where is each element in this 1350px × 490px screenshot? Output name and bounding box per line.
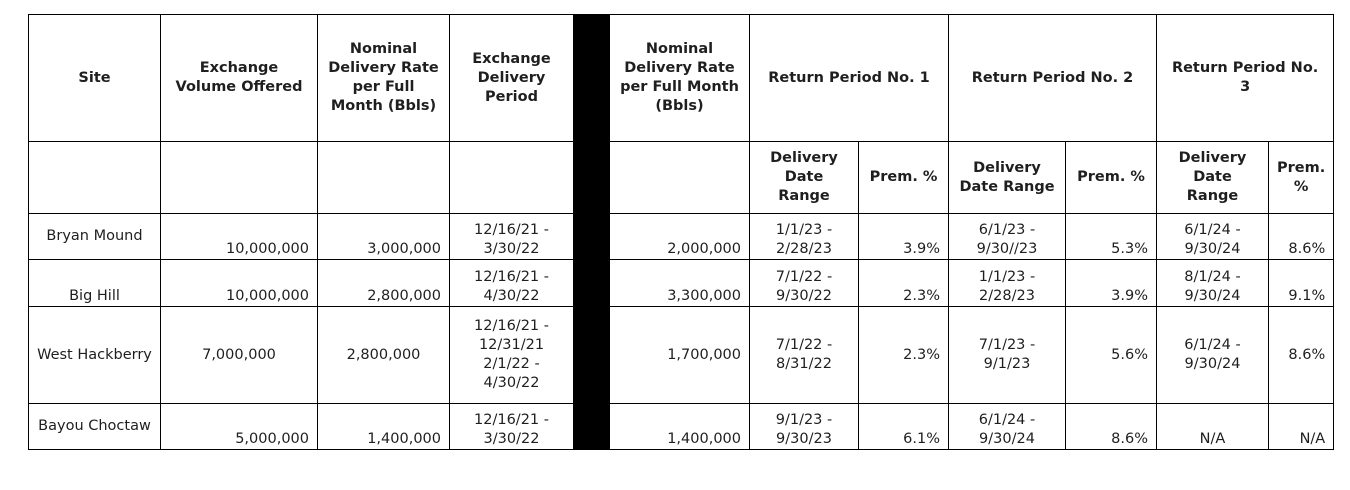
subheader-empty <box>449 141 574 214</box>
volume-cell: 10,000,000 <box>160 259 318 307</box>
site-cell: West Hackberry <box>28 306 161 404</box>
header-exchange-period: Exchange Delivery Period <box>449 14 574 142</box>
return1-prem-cell: 3.9% <box>858 213 949 260</box>
subheader-row: Delivery Date Range Prem. % Delivery Dat… <box>28 141 1335 214</box>
header-return-period-2: Return Period No. 2 <box>948 14 1157 142</box>
return1-prem-cell: 2.3% <box>858 259 949 307</box>
exchange-period-cell: 12/16/21 - 3/30/22 <box>449 213 574 260</box>
return1-range-cell: 1/1/23 - 2/28/23 <box>749 213 859 260</box>
rate-cell: 3,000,000 <box>317 213 450 260</box>
site-cell: Big Hill <box>28 259 161 307</box>
return2-prem-cell: 5.6% <box>1065 306 1157 404</box>
rate-cell: 2,800,000 <box>317 306 450 404</box>
rate2-cell: 1,700,000 <box>609 306 750 404</box>
return1-prem-cell: 2.3% <box>858 306 949 404</box>
exchange-period-cell: 12/16/21 - 4/30/22 <box>449 259 574 307</box>
subheader-prem-1: Prem. % <box>858 141 949 214</box>
return2-range-cell: 6/1/23 - 9/30//23 <box>948 213 1066 260</box>
return1-range-cell: 7/1/22 - 8/31/22 <box>749 306 859 404</box>
return3-prem-cell: 8.6% <box>1267 306 1335 404</box>
header-site: Site <box>28 14 161 142</box>
header-return-period-1: Return Period No. 1 <box>749 14 949 142</box>
return2-prem-cell: 8.6% <box>1065 403 1157 450</box>
return1-prem-cell: 6.1% <box>858 403 949 450</box>
return2-range-cell: 6/1/24 - 9/30/24 <box>948 403 1066 450</box>
return2-prem-cell: 3.9% <box>1065 259 1157 307</box>
exchange-period-cell: 12/16/21 - 12/31/21 2/1/22 - 4/30/22 <box>449 306 574 404</box>
exchange-table: Site Exchange Volume Offered Nominal Del… <box>28 14 1335 450</box>
exchange-period-cell: 12/16/21 - 3/30/22 <box>449 403 574 450</box>
site-cell: Bryan Mound <box>28 213 161 260</box>
subheader-empty <box>317 141 450 214</box>
return3-prem-cell: 8.6% <box>1267 213 1335 260</box>
return1-range-cell: 7/1/22 - 9/30/22 <box>749 259 859 307</box>
subheader-prem-2: Prem. % <box>1065 141 1157 214</box>
rate2-cell: 3,300,000 <box>609 259 750 307</box>
return3-range-cell: 8/1/24 - 9/30/24 <box>1156 259 1269 307</box>
header-row: Site Exchange Volume Offered Nominal Del… <box>28 14 1335 450</box>
return1-range-cell: 9/1/23 - 9/30/23 <box>749 403 859 450</box>
rate-cell: 1,400,000 <box>317 403 450 450</box>
exchange-table-container: Site Exchange Volume Offered Nominal Del… <box>28 14 1335 450</box>
site-cell: Bayou Choctaw <box>28 403 161 450</box>
table-row: Bryan Mound 10,000,000 3,000,000 12/16/2… <box>28 213 1335 260</box>
subheader-delivery-range-2: Delivery Date Range <box>948 141 1066 214</box>
return2-range-cell: 1/1/23 - 2/28/23 <box>948 259 1066 307</box>
rate2-cell: 1,400,000 <box>609 403 750 450</box>
rate2-cell: 2,000,000 <box>609 213 750 260</box>
rate-cell: 2,800,000 <box>317 259 450 307</box>
return3-prem-cell: 9.1% <box>1267 259 1335 307</box>
table-row: Big Hill 10,000,000 2,800,000 12/16/21 -… <box>28 259 1335 307</box>
volume-cell: 7,000,000 <box>160 306 318 404</box>
volume-cell: 10,000,000 <box>160 213 318 260</box>
table-row: Bayou Choctaw 5,000,000 1,400,000 12/16/… <box>28 403 1335 450</box>
header-volume: Exchange Volume Offered <box>160 14 318 142</box>
return3-range-cell: N/A <box>1156 403 1269 450</box>
volume-cell: 5,000,000 <box>160 403 318 450</box>
header-return-period-3: Return Period No. 3 <box>1155 14 1335 142</box>
black-divider-column <box>573 14 610 450</box>
return3-range-cell: 6/1/24 - 9/30/24 <box>1156 213 1269 260</box>
return3-prem-cell: N/A <box>1267 403 1335 450</box>
header-nominal-rate: Nominal Delivery Rate per Full Month (Bb… <box>317 14 450 142</box>
table-row: West Hackberry 7,000,000 2,800,000 12/16… <box>28 306 1335 404</box>
subheader-delivery-range-1: Delivery Date Range <box>749 141 859 214</box>
header-nominal-rate-2: Nominal Delivery Rate per Full Month (Bb… <box>609 14 750 142</box>
subheader-empty <box>28 141 161 214</box>
return2-prem-cell: 5.3% <box>1065 213 1157 260</box>
subheader-delivery-range-3: Delivery Date Range <box>1156 141 1269 214</box>
return2-range-cell: 7/1/23 - 9/1/23 <box>948 306 1066 404</box>
return3-range-cell: 6/1/24 - 9/30/24 <box>1156 306 1269 404</box>
subheader-prem-3: Prem. % <box>1267 141 1335 214</box>
subheader-empty <box>609 141 750 214</box>
subheader-empty <box>160 141 318 214</box>
